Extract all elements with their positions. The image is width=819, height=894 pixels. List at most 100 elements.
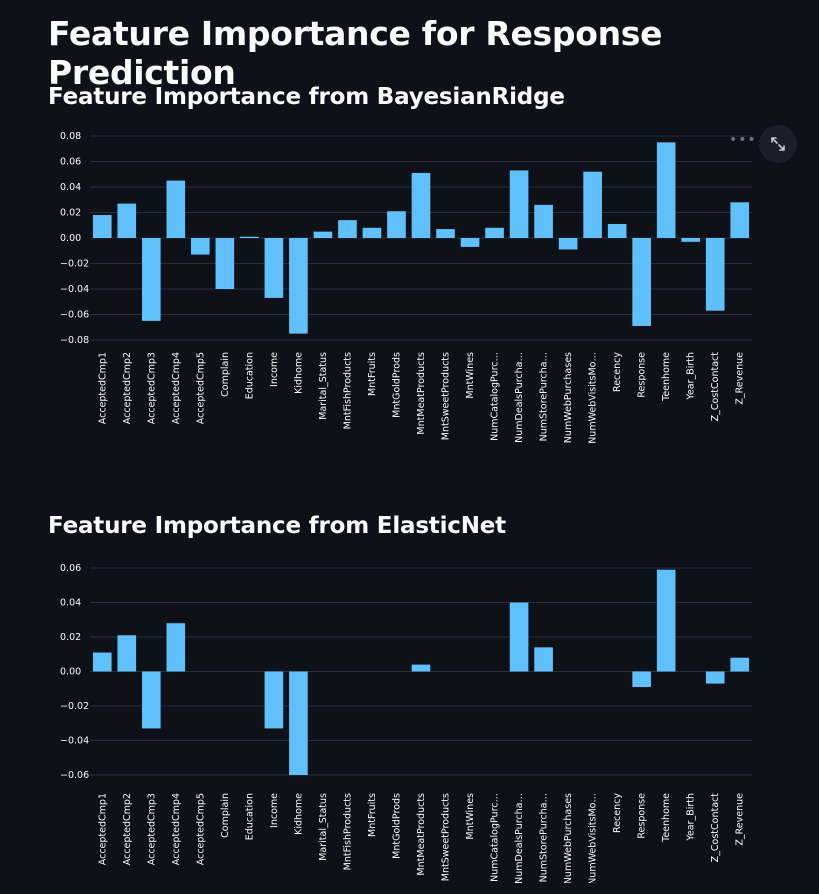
bar[interactable] [681, 238, 701, 242]
x-tick-label: MntSweetProducts [441, 793, 452, 881]
bar[interactable] [92, 652, 112, 672]
bar[interactable] [632, 238, 651, 326]
bar[interactable] [534, 647, 553, 672]
bar[interactable] [411, 664, 431, 672]
x-tick-label: AcceptedCmp3 [146, 793, 157, 865]
bar[interactable] [656, 142, 676, 238]
chart-elasticnet: 0.06 0.04 0.02 0.00 −0.02 −0.04 −0.06 AcceptedC… [60, 563, 752, 883]
page-title: Feature Importance for Response Predicti… [48, 14, 663, 92]
x-tick-label: AcceptedCmp2 [122, 352, 133, 424]
x-tick-label: Year_Birth [686, 352, 697, 401]
bar[interactable] [289, 238, 308, 334]
y-tick-label: −0.02 [60, 259, 89, 270]
y-tick-label: −0.08 [60, 335, 89, 346]
bar[interactable] [730, 657, 750, 672]
bar[interactable] [632, 671, 651, 688]
bar[interactable] [313, 231, 333, 238]
x-tick-label: Teenhome [661, 352, 672, 402]
x-tick-label: Marital_Status [318, 352, 329, 420]
bar[interactable] [730, 202, 750, 238]
bar[interactable] [362, 227, 382, 238]
y-tick-label: 0.06 [60, 563, 81, 574]
x-tick-label: Response [637, 793, 648, 839]
fullscreen-button[interactable] [759, 125, 797, 163]
chart-bayesianridge: 0.08 0.06 0.04 0.02 0.00 −0.02 −0.04 −0.06 −0.08… [60, 131, 752, 444]
bar[interactable] [117, 635, 137, 672]
x-tick-label: Education [244, 793, 255, 840]
bar[interactable] [264, 238, 284, 298]
bar[interactable] [166, 180, 186, 238]
x-tick-label: Education [244, 352, 255, 399]
x-tick-label: AcceptedCmp4 [171, 793, 182, 865]
x-tick-label: AcceptedCmp5 [195, 352, 206, 424]
x-tick-label: Recency [612, 352, 623, 392]
bar[interactable] [558, 238, 578, 250]
y-tick-label: 0.00 [60, 667, 81, 678]
x-tick-label: MntFishProducts [342, 793, 353, 870]
bar[interactable] [509, 602, 529, 672]
x-tick-label: Z_Revenue [735, 352, 746, 405]
x-tick-label: MntWines [465, 793, 476, 840]
x-tick-label: AcceptedCmp3 [146, 352, 157, 424]
x-tick-label: Complain [220, 793, 231, 838]
bar[interactable] [141, 671, 161, 729]
y-tick-label: 0.04 [60, 182, 81, 193]
x-tick-label: AcceptedCmp1 [97, 352, 108, 424]
x-tick-label: Response [637, 352, 648, 398]
x-tick-label: NumWebVisitsMo… [588, 793, 599, 883]
bar[interactable] [411, 172, 431, 238]
chart-title-elasticnet: Feature Importance from ElasticNet [48, 513, 506, 539]
bar[interactable] [289, 671, 308, 776]
x-tick-label: AcceptedCmp5 [195, 793, 206, 865]
bar[interactable] [460, 238, 480, 247]
bar[interactable] [485, 227, 504, 238]
x-tick-label: AcceptedCmp4 [171, 352, 182, 424]
x-tick-label: MntGoldProds [391, 352, 402, 418]
bar[interactable] [656, 569, 676, 672]
bar[interactable] [141, 238, 161, 321]
bar[interactable] [264, 671, 284, 729]
x-tick-label: AcceptedCmp1 [97, 793, 108, 865]
y-tick-label: −0.02 [60, 701, 89, 712]
bar[interactable] [436, 229, 455, 238]
x-tick-label: NumStorePurcha… [539, 352, 550, 441]
y-tick-label: 0.02 [60, 208, 81, 219]
x-tick-label: MntFruits [367, 793, 378, 837]
x-tick-label: NumDealsPurcha… [514, 352, 525, 443]
bar[interactable] [583, 171, 602, 238]
x-tick-label: Kidhome [293, 793, 304, 835]
x-tick-label: Income [269, 352, 280, 387]
y-tick-label: −0.06 [60, 770, 89, 781]
x-tick-label: NumWebPurchases [563, 793, 574, 883]
x-tick-label: Kidhome [293, 352, 304, 394]
more-options-icon[interactable]: ••• [729, 132, 757, 148]
bar[interactable] [166, 623, 186, 672]
bar[interactable] [705, 238, 725, 311]
bar[interactable] [534, 204, 553, 238]
bar[interactable] [338, 220, 357, 238]
bar[interactable] [215, 238, 235, 289]
x-tick-label: MntSweetProducts [441, 352, 452, 440]
x-tick-label: MntWines [465, 352, 476, 399]
x-tick-label: MntMeatProducts [416, 352, 427, 435]
bar[interactable] [117, 203, 137, 238]
x-tick-label: Teenhome [661, 793, 672, 843]
bar[interactable] [92, 215, 112, 238]
bar[interactable] [509, 170, 529, 238]
y-tick-label: 0.00 [60, 233, 81, 244]
bar[interactable] [387, 211, 406, 238]
x-tick-label: MntFruits [367, 352, 378, 396]
fullscreen-expand-icon [771, 137, 785, 151]
y-tick-label: 0.04 [60, 598, 81, 609]
y-tick-label: 0.02 [60, 632, 81, 643]
x-tick-label: Complain [220, 352, 231, 397]
bar[interactable] [191, 238, 210, 255]
y-tick-label: 0.06 [60, 157, 81, 168]
x-tick-label: MntMeatProducts [416, 793, 427, 876]
x-tick-label: NumDealsPurcha… [514, 793, 525, 883]
bar[interactable] [705, 671, 725, 684]
x-tick-label: NumWebPurchases [563, 352, 574, 443]
x-tick-label: MntGoldProds [391, 793, 402, 859]
bar[interactable] [607, 223, 627, 238]
bar[interactable] [240, 236, 259, 238]
